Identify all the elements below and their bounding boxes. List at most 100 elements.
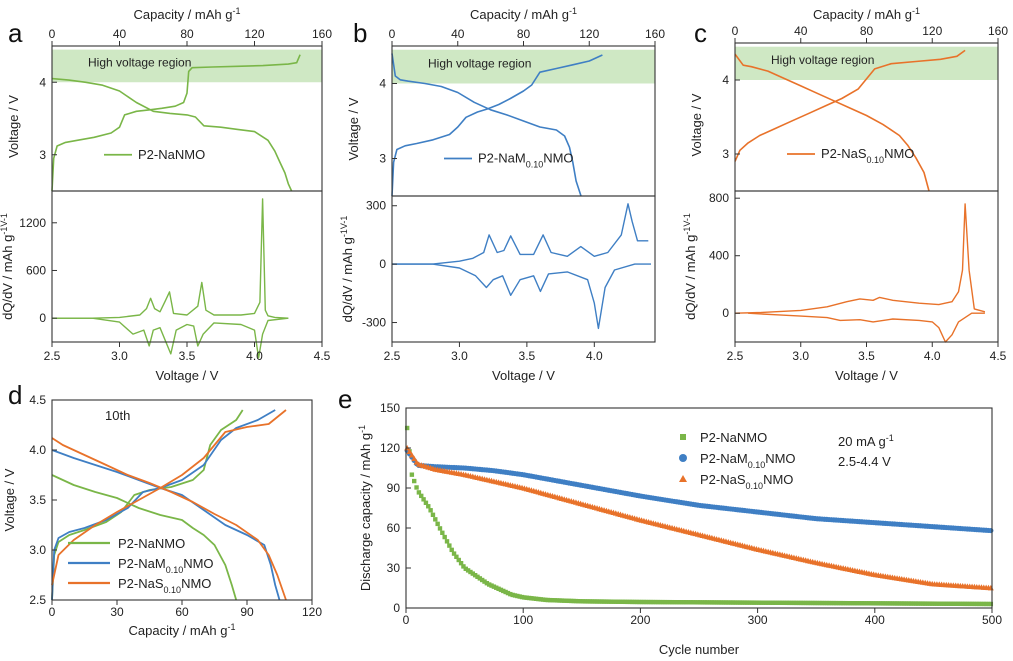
- panel-a-bottom-xtick-label: 4.5: [314, 349, 331, 363]
- panel-e-xtick-label: 200: [630, 613, 650, 627]
- panel-e-point: [404, 425, 410, 431]
- panel-e-point: [969, 601, 975, 607]
- panel-e-point: [573, 598, 579, 604]
- panel-e-point: [873, 601, 879, 606]
- panel-e-point: [515, 593, 520, 599]
- panel-e-point: [836, 600, 841, 606]
- panel-a-dqdv-charge-curve: [52, 198, 289, 319]
- panel-e-ytick-label: 60: [387, 521, 401, 535]
- panel-c-top-xtick-label: 120: [922, 24, 942, 38]
- panel-d-series-0-charge-curve: [51, 409, 244, 601]
- panel-b-dqdv-charge-curve: [392, 203, 649, 265]
- panel-e-point: [423, 500, 429, 505]
- panel-e-point: [428, 508, 433, 513]
- panel-e-point: [665, 599, 670, 605]
- panel-e-point: [695, 600, 701, 605]
- panel-e-point: [967, 601, 972, 607]
- panel-e-point: [925, 601, 930, 606]
- panel-e-frame: [405, 407, 993, 609]
- panel-e-condition-window: 2.5-4.4 V: [838, 454, 891, 469]
- panel-e-point: [847, 600, 853, 606]
- panel-d-ytick-label: 3.5: [29, 493, 46, 507]
- panel-e-xtick-label: 100: [513, 613, 533, 627]
- panel-a-top-xtick-label: 80: [180, 27, 194, 41]
- panel-c-bottom-xlabel: Voltage / V: [835, 368, 898, 383]
- panel-e-point: [932, 601, 937, 606]
- panel-e-ytick-label: 120: [380, 441, 400, 455]
- panel-e-point: [620, 599, 626, 604]
- panel-e-point: [758, 600, 764, 605]
- panel-e-point: [716, 600, 722, 605]
- panel-e-point: [594, 599, 600, 604]
- panel-c-top-xtick-label: 80: [860, 24, 874, 38]
- panel-e-point: [726, 600, 731, 605]
- panel-a-bottom-xtick-label: 3.5: [179, 349, 196, 363]
- panel-e-point: [686, 600, 691, 605]
- panel-e-point: [864, 601, 869, 606]
- panel-e-point: [552, 598, 558, 603]
- panel-e-point: [627, 599, 633, 605]
- panel-c-top-ylabel: Voltage / V: [689, 93, 704, 156]
- panel-e-point: [564, 598, 569, 603]
- panel-e-point: [922, 601, 928, 606]
- panel-e-point: [540, 597, 546, 602]
- panel-c-charge-curve: [734, 49, 966, 162]
- panel-c-letter: c: [694, 18, 707, 48]
- panel-e-point: [625, 599, 630, 605]
- panel-e-point: [988, 601, 994, 607]
- panel-b-bottom-ytick-label: 0: [379, 257, 386, 271]
- panel-b-top-xlabel: Capacity / mAh g-1: [470, 6, 577, 22]
- panel-e-point: [409, 472, 415, 477]
- panel-e-point: [775, 600, 780, 605]
- panel-e-point: [770, 600, 776, 605]
- panel-e-point: [611, 599, 616, 604]
- panel-c-bottom-ytick-label: 0: [722, 306, 729, 320]
- panel-e-ylabel: Discharge capacity / mAh g-1: [357, 425, 373, 591]
- panel-e-point: [501, 588, 506, 594]
- panel-a-top-xtick-label: 160: [312, 27, 332, 41]
- panel-d-annotation: 10th: [105, 408, 130, 423]
- panel-e-point: [730, 600, 736, 605]
- panel-d-series-2-discharge-curve: [51, 437, 287, 601]
- panel-e-point: [447, 543, 452, 548]
- panel-e-ytick-label: 30: [387, 561, 401, 575]
- panel-e-point: [587, 599, 593, 604]
- panel-d-letter: d: [8, 380, 22, 410]
- panel-e-point: [897, 601, 902, 606]
- panel-e-point: [524, 595, 529, 600]
- panel-d-ylabel: Voltage / V: [2, 468, 17, 531]
- panel-e-point: [911, 601, 916, 606]
- panel-b-bottom-ytick-label: -300: [362, 316, 386, 330]
- panel-e-condition-rate: 20 mA g-1: [838, 433, 894, 449]
- panel-e-point: [435, 521, 440, 527]
- panel-e-point: [822, 600, 827, 606]
- panel-e-point: [660, 599, 665, 605]
- panel-e-point: [833, 600, 839, 606]
- panel-e-point: [934, 601, 940, 606]
- panel-b-discharge-curve: [391, 53, 582, 197]
- panel-e-point: [908, 601, 914, 606]
- panel-e-point: [615, 599, 621, 604]
- panel-e-point: [979, 601, 984, 607]
- panel-e-point: [646, 599, 651, 605]
- panel-b-bottom-ylabel: dQ/dV / mAh g-1V-1: [339, 216, 355, 323]
- panel-e-point: [580, 599, 586, 604]
- panel-e-point: [887, 601, 893, 606]
- panel-b-bottom-xtick-label: 3.5: [519, 349, 536, 363]
- panel-d-legend-label-1: P2-NaM0.10NMO: [118, 556, 214, 575]
- panel-e-letter: e: [338, 384, 352, 414]
- panel-e-point: [557, 598, 562, 603]
- panel-e-point: [707, 600, 712, 605]
- panel-e-point: [658, 599, 663, 605]
- panel-c-bottom-xtick-label: 3.0: [792, 349, 809, 363]
- panel-e-point: [843, 600, 848, 606]
- panel-e-point: [735, 600, 740, 605]
- panel-e-point: [817, 600, 822, 606]
- panel-e-point: [866, 601, 872, 606]
- panel-e-point: [672, 599, 677, 605]
- panel-e-point: [852, 601, 858, 606]
- panel-e-point: [859, 601, 865, 606]
- panel-a-bottom-ytick-label: 600: [26, 263, 46, 277]
- panel-e-point: [482, 579, 487, 584]
- panel-e-point: [585, 599, 590, 604]
